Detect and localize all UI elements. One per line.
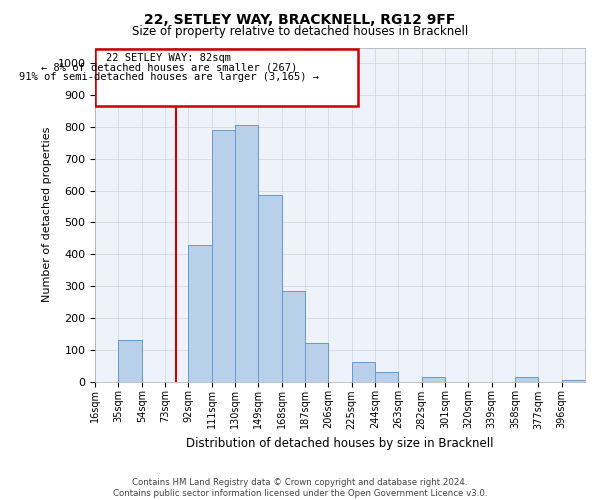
Bar [212,130,235,382]
Bar [282,291,305,382]
FancyBboxPatch shape [95,49,358,106]
Bar [305,344,328,382]
Bar [235,126,259,382]
Bar [562,380,585,382]
Y-axis label: Number of detached properties: Number of detached properties [42,127,52,302]
Bar [422,377,445,382]
Bar [118,340,142,382]
Text: 22, SETLEY WAY, BRACKNELL, RG12 9FF: 22, SETLEY WAY, BRACKNELL, RG12 9FF [145,12,455,26]
Bar [188,244,212,382]
Text: ← 8% of detached houses are smaller (267): ← 8% of detached houses are smaller (267… [41,62,297,72]
Text: Contains HM Land Registry data © Crown copyright and database right 2024.
Contai: Contains HM Land Registry data © Crown c… [113,478,487,498]
Bar [515,377,538,382]
Bar [352,362,375,382]
Bar [259,196,282,382]
Text: 91% of semi-detached houses are larger (3,165) →: 91% of semi-detached houses are larger (… [19,72,319,82]
X-axis label: Distribution of detached houses by size in Bracknell: Distribution of detached houses by size … [186,437,494,450]
Text: Size of property relative to detached houses in Bracknell: Size of property relative to detached ho… [132,25,468,38]
Bar [375,372,398,382]
Text: 22 SETLEY WAY: 82sqm: 22 SETLEY WAY: 82sqm [106,53,231,63]
